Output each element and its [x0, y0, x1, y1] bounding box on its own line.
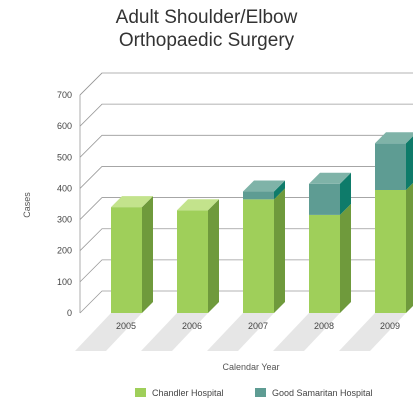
bar-top-2009-good-samaritan-hospital	[375, 132, 413, 144]
y-tick-label-700: 700	[57, 90, 72, 100]
bar-top-2007-good-samaritan-hospital	[243, 180, 285, 192]
bar-2007-chandler-hospital	[243, 199, 274, 313]
bar-side-2009-good-samaritan-hospital	[406, 136, 413, 190]
gridline-500	[79, 134, 413, 158]
bar-side-2009-chandler-hospital	[406, 182, 413, 313]
legend-swatch-chandler-hospital	[135, 388, 146, 397]
bar-shadow-2005	[75, 313, 142, 351]
legend-label-good-samaritan-hospital: Good Samaritan Hospital	[272, 388, 373, 398]
bar-side-2008-chandler-hospital	[340, 203, 351, 313]
bar-shadow-2006	[141, 313, 208, 351]
y-axis-ticks: 0 100 200 300 400 500 600 700	[57, 90, 72, 318]
y-tick-label-300: 300	[57, 215, 72, 225]
y-tick-label-600: 600	[57, 121, 72, 131]
bar-top-2008-good-samaritan-hospital	[309, 172, 351, 184]
bar-side-2007-good-samaritan-hospital	[274, 180, 285, 200]
bar-2007-good-samaritan-hospital	[243, 191, 274, 200]
bar-top-2006-chandler-hospital	[177, 199, 219, 211]
bar-side-2005-chandler-hospital	[142, 196, 153, 313]
x-tick-label-2005: 2005	[116, 321, 136, 331]
legend-swatch-good-samaritan-hospital	[255, 388, 266, 397]
x-tick-label-2009: 2009	[380, 321, 400, 331]
y-tick-label-100: 100	[57, 277, 72, 287]
bar-2009-chandler-hospital	[375, 189, 406, 313]
bar-2008-chandler-hospital	[309, 214, 340, 313]
gridline-600	[79, 103, 413, 127]
bar-top-2005-chandler-hospital	[111, 196, 153, 208]
y-axis-label: Cases	[22, 192, 32, 218]
x-tick-label-2008: 2008	[314, 321, 334, 331]
y-tick-label-400: 400	[57, 183, 72, 193]
bar-2006-chandler-hospital	[177, 210, 208, 313]
bar-side-2006-chandler-hospital	[208, 199, 219, 313]
bar-2008-good-samaritan-hospital	[309, 183, 340, 215]
x-axis-ticks: 2005 2006 2007 2008 2009	[116, 321, 400, 331]
bar-shadow-2008	[273, 313, 340, 351]
x-tick-label-2006: 2006	[182, 321, 202, 331]
gridline-400	[79, 166, 413, 189]
bar-side-2007-chandler-hospital	[274, 188, 285, 313]
y-tick-label-200: 200	[57, 246, 72, 256]
bar-side-2008-good-samaritan-hospital	[340, 172, 351, 215]
legend: Chandler Hospital Good Samaritan Hospita…	[135, 388, 373, 398]
x-axis-label: Calendar Year	[222, 362, 279, 372]
gridline-700	[79, 72, 413, 96]
bar-2009-good-samaritan-hospital	[375, 143, 406, 190]
chart-title-line-1: Adult Shoulder/Elbow	[115, 7, 298, 28]
y-tick-label-500: 500	[57, 152, 72, 162]
y-tick-label-0: 0	[67, 308, 72, 318]
bar-shadow-2009	[339, 313, 406, 351]
x-tick-label-2007: 2007	[248, 321, 268, 331]
bar-shadow-2007	[207, 313, 274, 351]
chart-title: Adult Shoulder/Elbow Orthopaedic Surgery	[0, 6, 413, 52]
bar-2005-chandler-hospital	[111, 207, 142, 313]
bars	[75, 132, 413, 351]
chart-title-line-2: Orthopaedic Surgery	[118, 30, 295, 51]
legend-label-chandler-hospital: Chandler Hospital	[152, 388, 224, 398]
